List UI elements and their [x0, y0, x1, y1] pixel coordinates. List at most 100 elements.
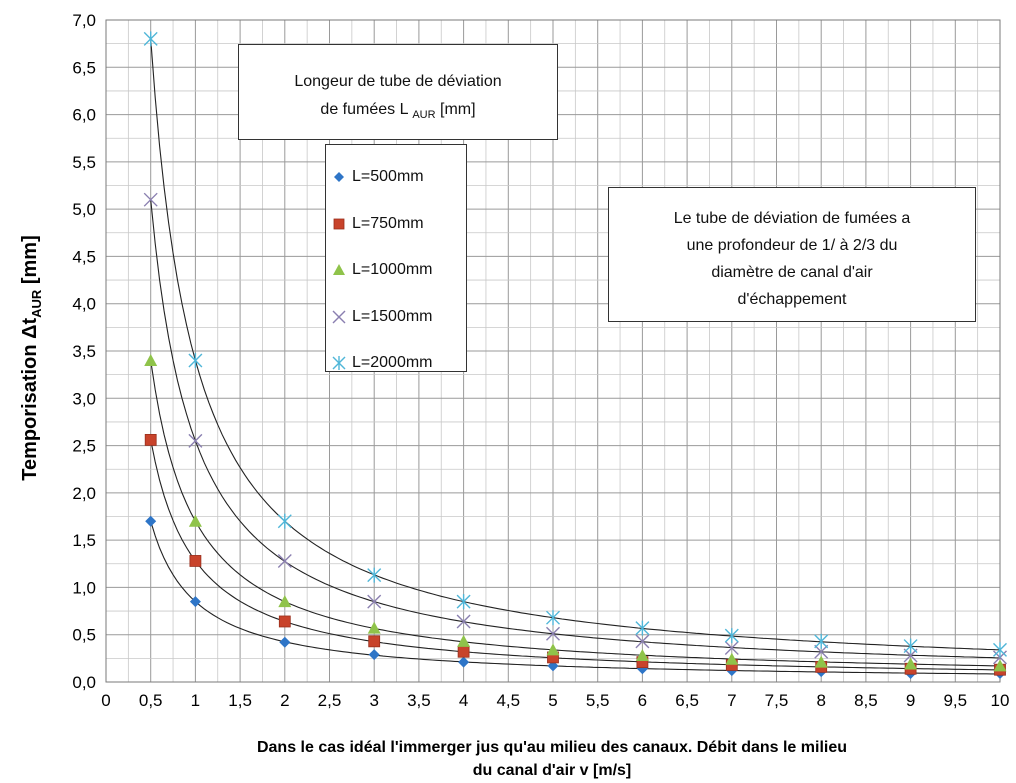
data-point [993, 650, 1007, 665]
x-tick-label: 8 [816, 691, 825, 710]
x-tick-label: 6 [638, 691, 647, 710]
legend-marker-shape [333, 264, 345, 276]
x-tick-label: 8,5 [854, 691, 878, 710]
y-tick-label: 6,0 [72, 106, 96, 125]
data-point [145, 515, 157, 527]
y-tick-label: 3,0 [72, 389, 96, 408]
x-tick-label: 7,5 [765, 691, 789, 710]
legend-label: L=500mm [352, 168, 424, 186]
data-point [368, 649, 380, 661]
annotation-line: Le tube de déviation de fumées a [673, 210, 911, 227]
trendline [150, 38, 1001, 651]
x-tick-label: 3 [369, 691, 378, 710]
annotation-line: d'échappement [737, 291, 847, 308]
y-tick-label: 5,0 [72, 200, 96, 219]
legend-entry: L=500mm [326, 154, 466, 201]
trendline [150, 360, 1001, 667]
annotation-line: une profondeur de 1/ à 2/3 du [686, 237, 898, 254]
y-tick-label: 0,0 [72, 673, 96, 692]
data-point [144, 433, 157, 446]
legend-marker-shape [334, 172, 344, 183]
data-point [367, 567, 382, 583]
x-tick-label: 3,5 [407, 691, 431, 710]
y-tick-label: 1,0 [72, 578, 96, 597]
data-point [993, 642, 1007, 658]
y-tick-label: 7,0 [72, 11, 96, 30]
data-point [278, 595, 292, 608]
x-tick-label: 6,5 [675, 691, 699, 710]
data-point [144, 353, 158, 366]
marker-stroke [546, 626, 560, 641]
plot-border [105, 19, 1001, 683]
x-tick-label: 2 [280, 691, 289, 710]
data-point [279, 636, 291, 648]
annotation-line: diamètre de canal d'air [711, 264, 873, 281]
marker-stroke [367, 594, 382, 609]
data-point [903, 638, 918, 654]
marker-stroke [456, 614, 471, 629]
data-point [546, 643, 560, 656]
marker-stroke [814, 644, 829, 659]
data-point [278, 615, 291, 628]
legend-title-line1: Longeur de tube de déviation [294, 73, 502, 90]
trendlines [150, 38, 1001, 675]
data-point [814, 655, 828, 668]
x-tick-label: 5 [548, 691, 557, 710]
data-point [143, 192, 158, 207]
legend-entry: L=1000mm [326, 247, 466, 294]
y-tick-label: 3,5 [72, 342, 96, 361]
legend-entry: L=1500mm [326, 294, 466, 341]
marker-stroke [332, 310, 346, 324]
x-tick-label: 0,5 [139, 691, 163, 710]
y-tick-label: 2,5 [72, 437, 96, 456]
legend-marker-shape [332, 310, 346, 324]
y-tick-label: 5,5 [72, 153, 96, 172]
marker-stroke [143, 192, 158, 207]
x-tick-label: 4 [459, 691, 468, 710]
legend-label: L=750mm [352, 214, 424, 232]
x-tick-label: 4,5 [496, 691, 520, 710]
x-tick-label: 7 [727, 691, 736, 710]
annotation-box: Le tube de déviation de fumées a une pro… [608, 187, 976, 322]
data-point [635, 620, 650, 636]
x-axis-title-line1: Dans le cas idéal l'immerger jus qu'au m… [257, 739, 847, 756]
data-point [368, 635, 381, 648]
x-tick-label: 5,5 [586, 691, 610, 710]
y-tick-label: 4,0 [72, 295, 96, 314]
y-tick-label: 1,5 [72, 531, 96, 550]
data-point [188, 514, 202, 527]
data-points [143, 31, 1007, 679]
x-tick-label: 1,5 [228, 691, 252, 710]
legend-label: L=1000mm [352, 261, 433, 279]
trendline [150, 439, 1001, 671]
x-tick-label: 9 [906, 691, 915, 710]
x-tick-label: 10 [991, 691, 1010, 710]
data-point [456, 614, 471, 629]
data-point [635, 634, 650, 649]
marker-stroke [188, 433, 203, 448]
y-axis-title: Temporisation ΔtAUR [mm] [19, 235, 44, 481]
legend-marker-shape [332, 356, 346, 371]
data-point [546, 610, 560, 626]
legend-marker [326, 355, 352, 371]
data-point [993, 659, 1007, 672]
data-point [457, 645, 470, 658]
data-point [367, 594, 382, 609]
legend-marker [326, 216, 352, 232]
data-point [814, 644, 829, 659]
data-point [725, 652, 739, 665]
marker-stroke [724, 640, 739, 655]
legend-title-box: Longeur de tube de déviation de fumées L… [238, 44, 558, 140]
legend-marker-shape [333, 218, 345, 230]
y-tick-label: 2,0 [72, 484, 96, 503]
y-tick-label: 6,5 [72, 58, 96, 77]
data-point [143, 31, 158, 47]
data-point [546, 626, 560, 641]
legend: L=500mm L=750mm L=1000mm L=1500mm L=2000mm [325, 144, 467, 372]
data-point [458, 656, 470, 668]
data-point [277, 553, 292, 568]
data-point [724, 628, 739, 644]
x-tick-label: 1 [191, 691, 200, 710]
trendline [150, 521, 1001, 675]
legend-label: L=1500mm [352, 307, 433, 325]
